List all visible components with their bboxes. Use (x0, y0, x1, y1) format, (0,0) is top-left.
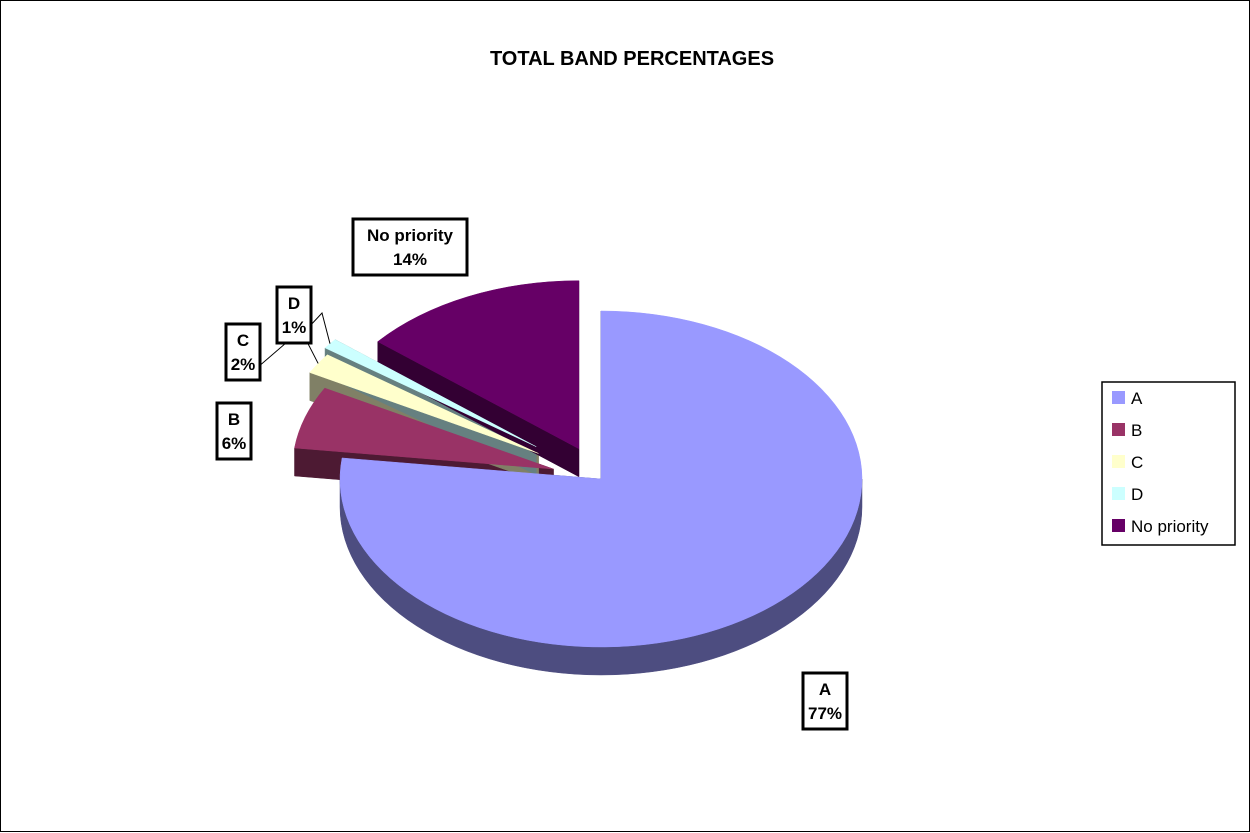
legend-label-c: C (1131, 453, 1143, 472)
data-label-category-d: D (288, 294, 300, 313)
data-label-percent-no-priority: 14% (393, 250, 427, 269)
pie-slice-no-priority (377, 280, 580, 450)
data-label-category-c: C (237, 331, 249, 350)
pie-slice-b (294, 387, 554, 470)
legend-swatch-d (1112, 487, 1125, 500)
legend-swatch-no-priority (1112, 519, 1125, 532)
legend-entry-no-priority: No priority (1112, 517, 1209, 536)
data-label-category-a: A (819, 680, 831, 699)
data-label-d: D 1% (275, 285, 331, 345)
data-label-no-priority: No priority 14% (351, 217, 469, 277)
data-label-category-b: B (228, 410, 240, 429)
data-label-percent-a: 77% (808, 704, 842, 723)
data-label-a: A 77% (801, 671, 849, 731)
data-label-percent-b: 6% (222, 434, 247, 453)
data-labels: A 77% B 6% C 2% D 1% No priority 14% (215, 217, 849, 731)
pie-slice-d (324, 339, 537, 447)
data-label-c: C 2% (224, 322, 319, 382)
legend-label-b: B (1131, 421, 1142, 440)
data-label-box-c (224, 322, 262, 382)
legend-label-no-priority: No priority (1131, 517, 1209, 536)
data-label-percent-c: 2% (231, 355, 256, 374)
legend-entry-b: B (1112, 421, 1142, 440)
data-label-box-no-priority (351, 217, 469, 277)
data-label-percent-d: 1% (282, 318, 307, 337)
data-label-box-d (275, 285, 313, 345)
legend-entry-c: C (1112, 453, 1143, 472)
pie-slice-a (339, 310, 863, 648)
chart-title: TOTAL BAND PERCENTAGES (490, 48, 774, 70)
data-label-box-b (215, 401, 253, 461)
legend-entry-d: D (1112, 485, 1143, 504)
legend-label-a: A (1131, 389, 1143, 408)
pie-plot-area (294, 280, 863, 676)
legend-label-d: D (1131, 485, 1143, 504)
data-label-category-no-priority: No priority (367, 226, 453, 245)
legend-swatch-a (1112, 391, 1125, 404)
data-label-b: B 6% (215, 401, 253, 461)
legend-swatch-c (1112, 455, 1125, 468)
data-label-box-a (801, 671, 849, 731)
legend-entry-a: A (1112, 389, 1143, 408)
legend-swatch-b (1112, 423, 1125, 436)
